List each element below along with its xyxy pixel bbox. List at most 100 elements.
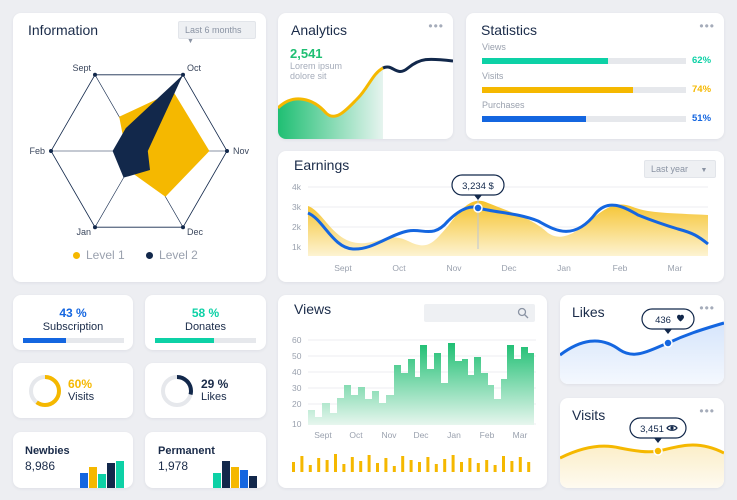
views-card: Views 60 50 40 30 20 10 Sept Oct Nov Dec… [278,295,547,488]
more-options-icon[interactable]: ••• [699,404,715,418]
mini-bar [409,460,413,472]
visits-title: Visits [572,407,606,423]
stat-name: Views [482,42,506,52]
mini-bar [292,462,295,472]
radar-vertex-dot [49,149,53,153]
radar-axis-label: Nov [233,146,250,156]
period-dropdown[interactable]: Last 6 months ▼ [178,21,256,45]
newbies-card: Newbies 8,986 [13,432,133,488]
radar-axis-label: Feb [29,146,45,156]
y-tick: 50 [292,351,302,361]
mini-bar [367,455,371,472]
mini-bar [460,462,463,472]
x-tick: Feb [480,430,495,440]
chevron-down-icon: ▼ [700,167,708,174]
mini-bar [392,466,396,472]
search-icon [517,307,529,319]
mini-bar [510,461,514,472]
radar-axis-label: Dec [187,227,204,237]
x-tick: Jan [557,263,571,273]
mini-bar [401,456,405,472]
x-tick: Mar [513,430,528,440]
mini-bar [317,458,321,472]
progress-fill [482,58,609,64]
mini-bar [300,456,304,472]
stat-percent: 74% [692,84,712,95]
x-tick: Nov [381,430,397,440]
likes-ring-label: Likes [201,391,227,403]
earnings-marker[interactable] [473,203,483,213]
likes-ring [161,375,193,407]
x-tick: Dec [501,263,517,273]
x-tick: Oct [349,430,363,440]
stat-name: Purchases [482,100,525,110]
period-dropdown-label: Last 6 months [185,25,242,35]
permanent-bar-icon [213,461,257,488]
x-tick: Dec [413,430,429,440]
subscription-track [23,338,124,343]
radar-vertex-dot [93,72,97,77]
radar-vertex-dot [93,225,97,230]
x-tick: Nov [446,263,462,273]
visits-ring-card: 60% Visits [13,363,133,418]
radar-vertex-dot [225,149,229,153]
mini-bar [493,465,497,472]
statistics-title: Statistics [481,22,538,38]
x-tick: Sept [334,263,352,273]
earnings-period-dropdown[interactable]: Last year ▼ [644,160,716,178]
analytics-sparkline [278,57,453,139]
newbies-label: Newbies [25,445,70,457]
more-options-icon[interactable]: ••• [699,301,715,315]
mini-bar [359,461,363,472]
mini-bar [325,460,329,472]
progress-track [482,116,686,122]
x-tick: Jan [447,430,461,440]
y-tick: 10 [292,419,302,429]
visits-tooltip: 3,451 [640,424,664,435]
progress-fill [482,116,587,122]
radar-chart: Sept Oct Nov Dec Jan Feb [29,63,250,237]
y-tick: 2k [292,222,302,232]
mini-bar [308,465,312,472]
earnings-chart: 4k 3k 2k 1k 3,234 $ Sept Oct Nov Dec Jan… [292,174,709,273]
visits-marker[interactable] [653,446,663,456]
mini-bar [334,454,337,472]
y-tick: 20 [292,399,302,409]
x-tick: Sept [314,430,332,440]
analytics-caption-1: Lorem ipsum [290,61,343,71]
likes-chart: 436 [560,308,724,384]
likes-tooltip: 436 [655,315,671,326]
views-search-input[interactable] [424,304,535,322]
likes-ring-percent: 29 % [201,377,229,391]
information-card: Information Last 6 months ▼ Sept Oct Nov De… [13,13,266,282]
heart-icon [677,314,684,322]
legend-level2-label: Level 2 [159,248,198,262]
likes-card: Likes ••• 436 [560,295,724,384]
mini-bar [468,458,472,472]
newbies-bar-icon [80,461,124,488]
permanent-value: 1,978 [158,459,189,473]
y-tick: 30 [292,383,302,393]
more-options-icon[interactable]: ••• [699,19,715,33]
radar-axis-label: Oct [187,63,202,73]
stat-percent: 51% [692,113,712,124]
mini-bar [350,457,354,472]
mini-bar [443,459,447,472]
y-tick: 1k [292,242,302,252]
earnings-tooltip: 3,234 $ [462,181,494,192]
more-options-icon[interactable]: ••• [428,19,444,33]
legend-level2-dot [146,252,154,259]
likes-marker[interactable] [663,338,673,348]
visits-chart: 3,451 [560,417,724,488]
mini-bar [426,457,430,472]
donates-fill [155,338,214,343]
radar-legend: Level 1 Level 2 [73,248,198,262]
stat-name: Visits [482,71,504,81]
information-title: Information [28,22,99,38]
x-tick: Mar [668,263,683,273]
permanent-label: Permanent [158,445,215,457]
donates-track [155,338,256,343]
radar-axis-label: Jan [76,227,91,237]
newbies-value: 8,986 [25,459,56,473]
donates-percent: 58 % [191,306,220,320]
